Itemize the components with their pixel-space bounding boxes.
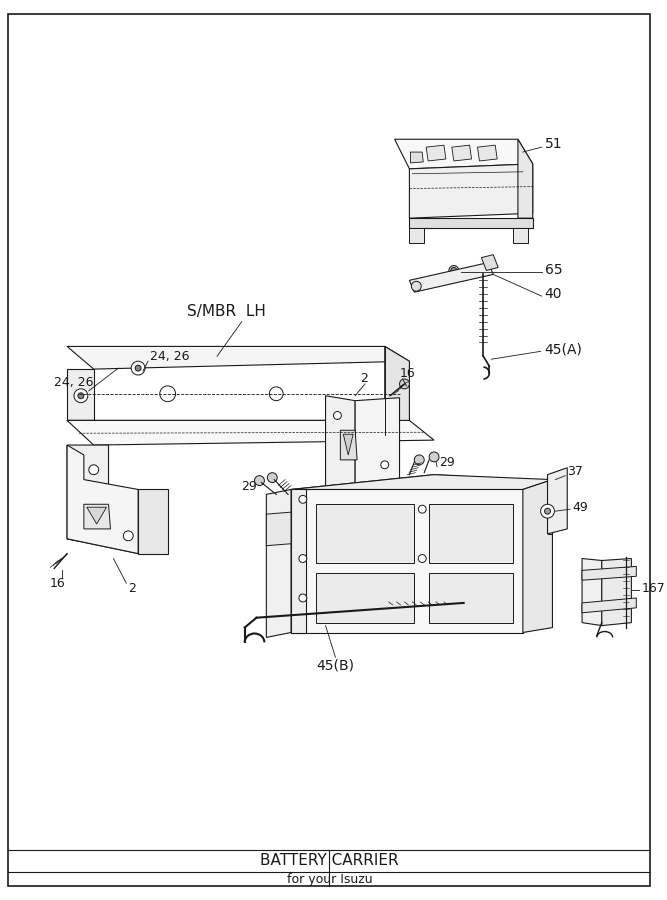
- Text: 29: 29: [241, 480, 257, 493]
- Circle shape: [400, 379, 410, 389]
- Polygon shape: [478, 145, 497, 161]
- Polygon shape: [315, 573, 414, 623]
- Polygon shape: [429, 504, 513, 563]
- Circle shape: [267, 472, 277, 482]
- Text: 45(B): 45(B): [316, 658, 354, 672]
- Polygon shape: [410, 218, 533, 228]
- Text: 167: 167: [641, 581, 665, 595]
- Polygon shape: [266, 490, 291, 637]
- Text: 40: 40: [544, 287, 562, 302]
- Polygon shape: [138, 490, 167, 554]
- Polygon shape: [429, 573, 513, 623]
- Polygon shape: [410, 228, 424, 243]
- Polygon shape: [344, 434, 353, 454]
- Circle shape: [123, 531, 133, 541]
- Polygon shape: [518, 140, 533, 218]
- Polygon shape: [523, 480, 552, 633]
- Circle shape: [299, 594, 307, 602]
- Polygon shape: [67, 420, 434, 446]
- Polygon shape: [602, 559, 632, 626]
- Circle shape: [255, 475, 264, 485]
- Polygon shape: [340, 430, 357, 460]
- Text: for your Isuzu: for your Isuzu: [287, 873, 372, 886]
- Circle shape: [160, 386, 175, 401]
- Text: 16: 16: [49, 577, 65, 590]
- Polygon shape: [355, 398, 400, 500]
- Circle shape: [78, 392, 84, 399]
- Text: S/MBR  LH: S/MBR LH: [187, 304, 266, 320]
- Polygon shape: [410, 263, 494, 293]
- Polygon shape: [325, 396, 355, 500]
- Text: 37: 37: [567, 465, 583, 478]
- Polygon shape: [395, 140, 533, 169]
- Polygon shape: [67, 369, 94, 420]
- Text: 2: 2: [360, 373, 368, 385]
- Polygon shape: [291, 474, 523, 490]
- Circle shape: [269, 387, 283, 400]
- Circle shape: [414, 454, 424, 464]
- Circle shape: [131, 361, 145, 375]
- Text: 49: 49: [572, 500, 588, 514]
- Polygon shape: [385, 346, 410, 436]
- Text: 24, 26: 24, 26: [150, 350, 189, 363]
- Circle shape: [418, 554, 426, 562]
- Circle shape: [412, 282, 422, 292]
- Polygon shape: [426, 145, 446, 161]
- Polygon shape: [67, 539, 167, 554]
- Polygon shape: [291, 490, 523, 633]
- Circle shape: [366, 488, 374, 495]
- Polygon shape: [513, 228, 528, 243]
- Text: BATTERY CARRIER: BATTERY CARRIER: [260, 853, 399, 868]
- Polygon shape: [291, 490, 306, 633]
- Polygon shape: [8, 14, 650, 886]
- Circle shape: [89, 464, 99, 474]
- Text: 65: 65: [544, 264, 562, 277]
- Polygon shape: [291, 474, 552, 490]
- Circle shape: [541, 504, 554, 518]
- Polygon shape: [67, 446, 109, 544]
- Polygon shape: [266, 512, 291, 545]
- Polygon shape: [548, 468, 567, 534]
- Circle shape: [451, 267, 457, 274]
- Text: 29: 29: [439, 456, 455, 469]
- Circle shape: [334, 411, 342, 419]
- Polygon shape: [482, 255, 498, 271]
- Polygon shape: [315, 504, 414, 563]
- Polygon shape: [410, 152, 424, 163]
- Polygon shape: [452, 145, 472, 161]
- Polygon shape: [87, 508, 107, 524]
- Text: 51: 51: [544, 137, 562, 151]
- Polygon shape: [67, 346, 410, 369]
- Polygon shape: [582, 559, 602, 626]
- Circle shape: [418, 505, 426, 513]
- Polygon shape: [325, 491, 400, 500]
- Polygon shape: [548, 474, 552, 534]
- Circle shape: [299, 495, 307, 503]
- Polygon shape: [582, 566, 636, 580]
- Circle shape: [429, 452, 439, 462]
- Text: 16: 16: [400, 366, 416, 380]
- Circle shape: [544, 508, 550, 514]
- Text: 2: 2: [128, 581, 136, 595]
- Circle shape: [449, 266, 459, 275]
- Text: 45(A): 45(A): [544, 342, 582, 356]
- Text: 24, 26: 24, 26: [54, 376, 94, 390]
- Circle shape: [135, 365, 141, 371]
- Circle shape: [74, 389, 88, 402]
- Circle shape: [299, 554, 307, 562]
- Polygon shape: [67, 420, 410, 436]
- Polygon shape: [84, 504, 111, 529]
- Circle shape: [381, 461, 389, 469]
- Polygon shape: [67, 446, 138, 554]
- Polygon shape: [582, 598, 636, 613]
- Polygon shape: [410, 164, 533, 218]
